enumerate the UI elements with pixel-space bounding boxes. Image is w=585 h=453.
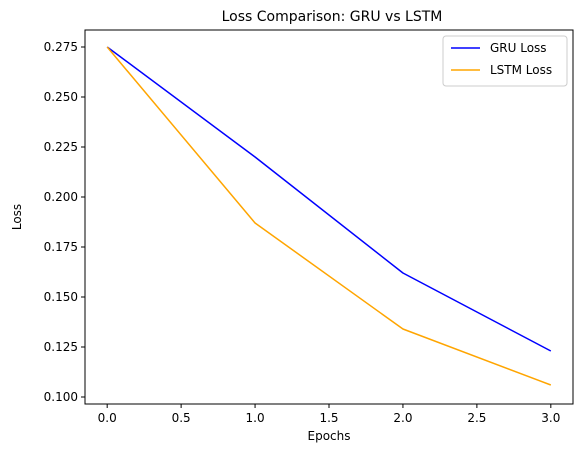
- x-tick-label: 1.5: [319, 411, 338, 425]
- y-axis-label: Loss: [10, 204, 24, 230]
- y-axis-ticks: 0.100 0.125 0.150 0.175 0.200 0.225 0.250 0.275: [44, 40, 85, 404]
- x-axis-ticks: 0.0 0.5 1.0 1.5 2.0 2.5 3.0: [98, 404, 560, 425]
- chart-title: Loss Comparison: GRU vs LSTM: [222, 9, 443, 25]
- x-axis-label: Epochs: [308, 429, 351, 443]
- y-tick-label: 0.125: [44, 340, 78, 354]
- legend: GRU Loss LSTM Loss: [442, 35, 568, 87]
- y-tick-label: 0.150: [44, 290, 78, 304]
- series-line-lstm: [106, 46, 552, 386]
- x-tick-label: 1.0: [246, 411, 265, 425]
- series-line-gru: [106, 46, 552, 352]
- y-tick-label: 0.175: [44, 240, 78, 254]
- x-tick-label: 2.5: [467, 411, 486, 425]
- y-tick-label: 0.100: [44, 390, 78, 404]
- x-tick-label: 3.0: [541, 411, 560, 425]
- y-tick-label: 0.200: [44, 190, 78, 204]
- x-tick-label: 0.5: [172, 411, 191, 425]
- legend-label: LSTM Loss: [490, 63, 552, 77]
- y-tick-label: 0.275: [44, 40, 78, 54]
- y-tick-label: 0.250: [44, 90, 78, 104]
- y-tick-label: 0.225: [44, 140, 78, 154]
- plot-frame: [84, 29, 574, 405]
- series-lines: [106, 46, 552, 386]
- x-tick-label: 2.0: [393, 411, 412, 425]
- legend-label: GRU Loss: [490, 41, 547, 55]
- x-tick-label: 0.0: [98, 411, 117, 425]
